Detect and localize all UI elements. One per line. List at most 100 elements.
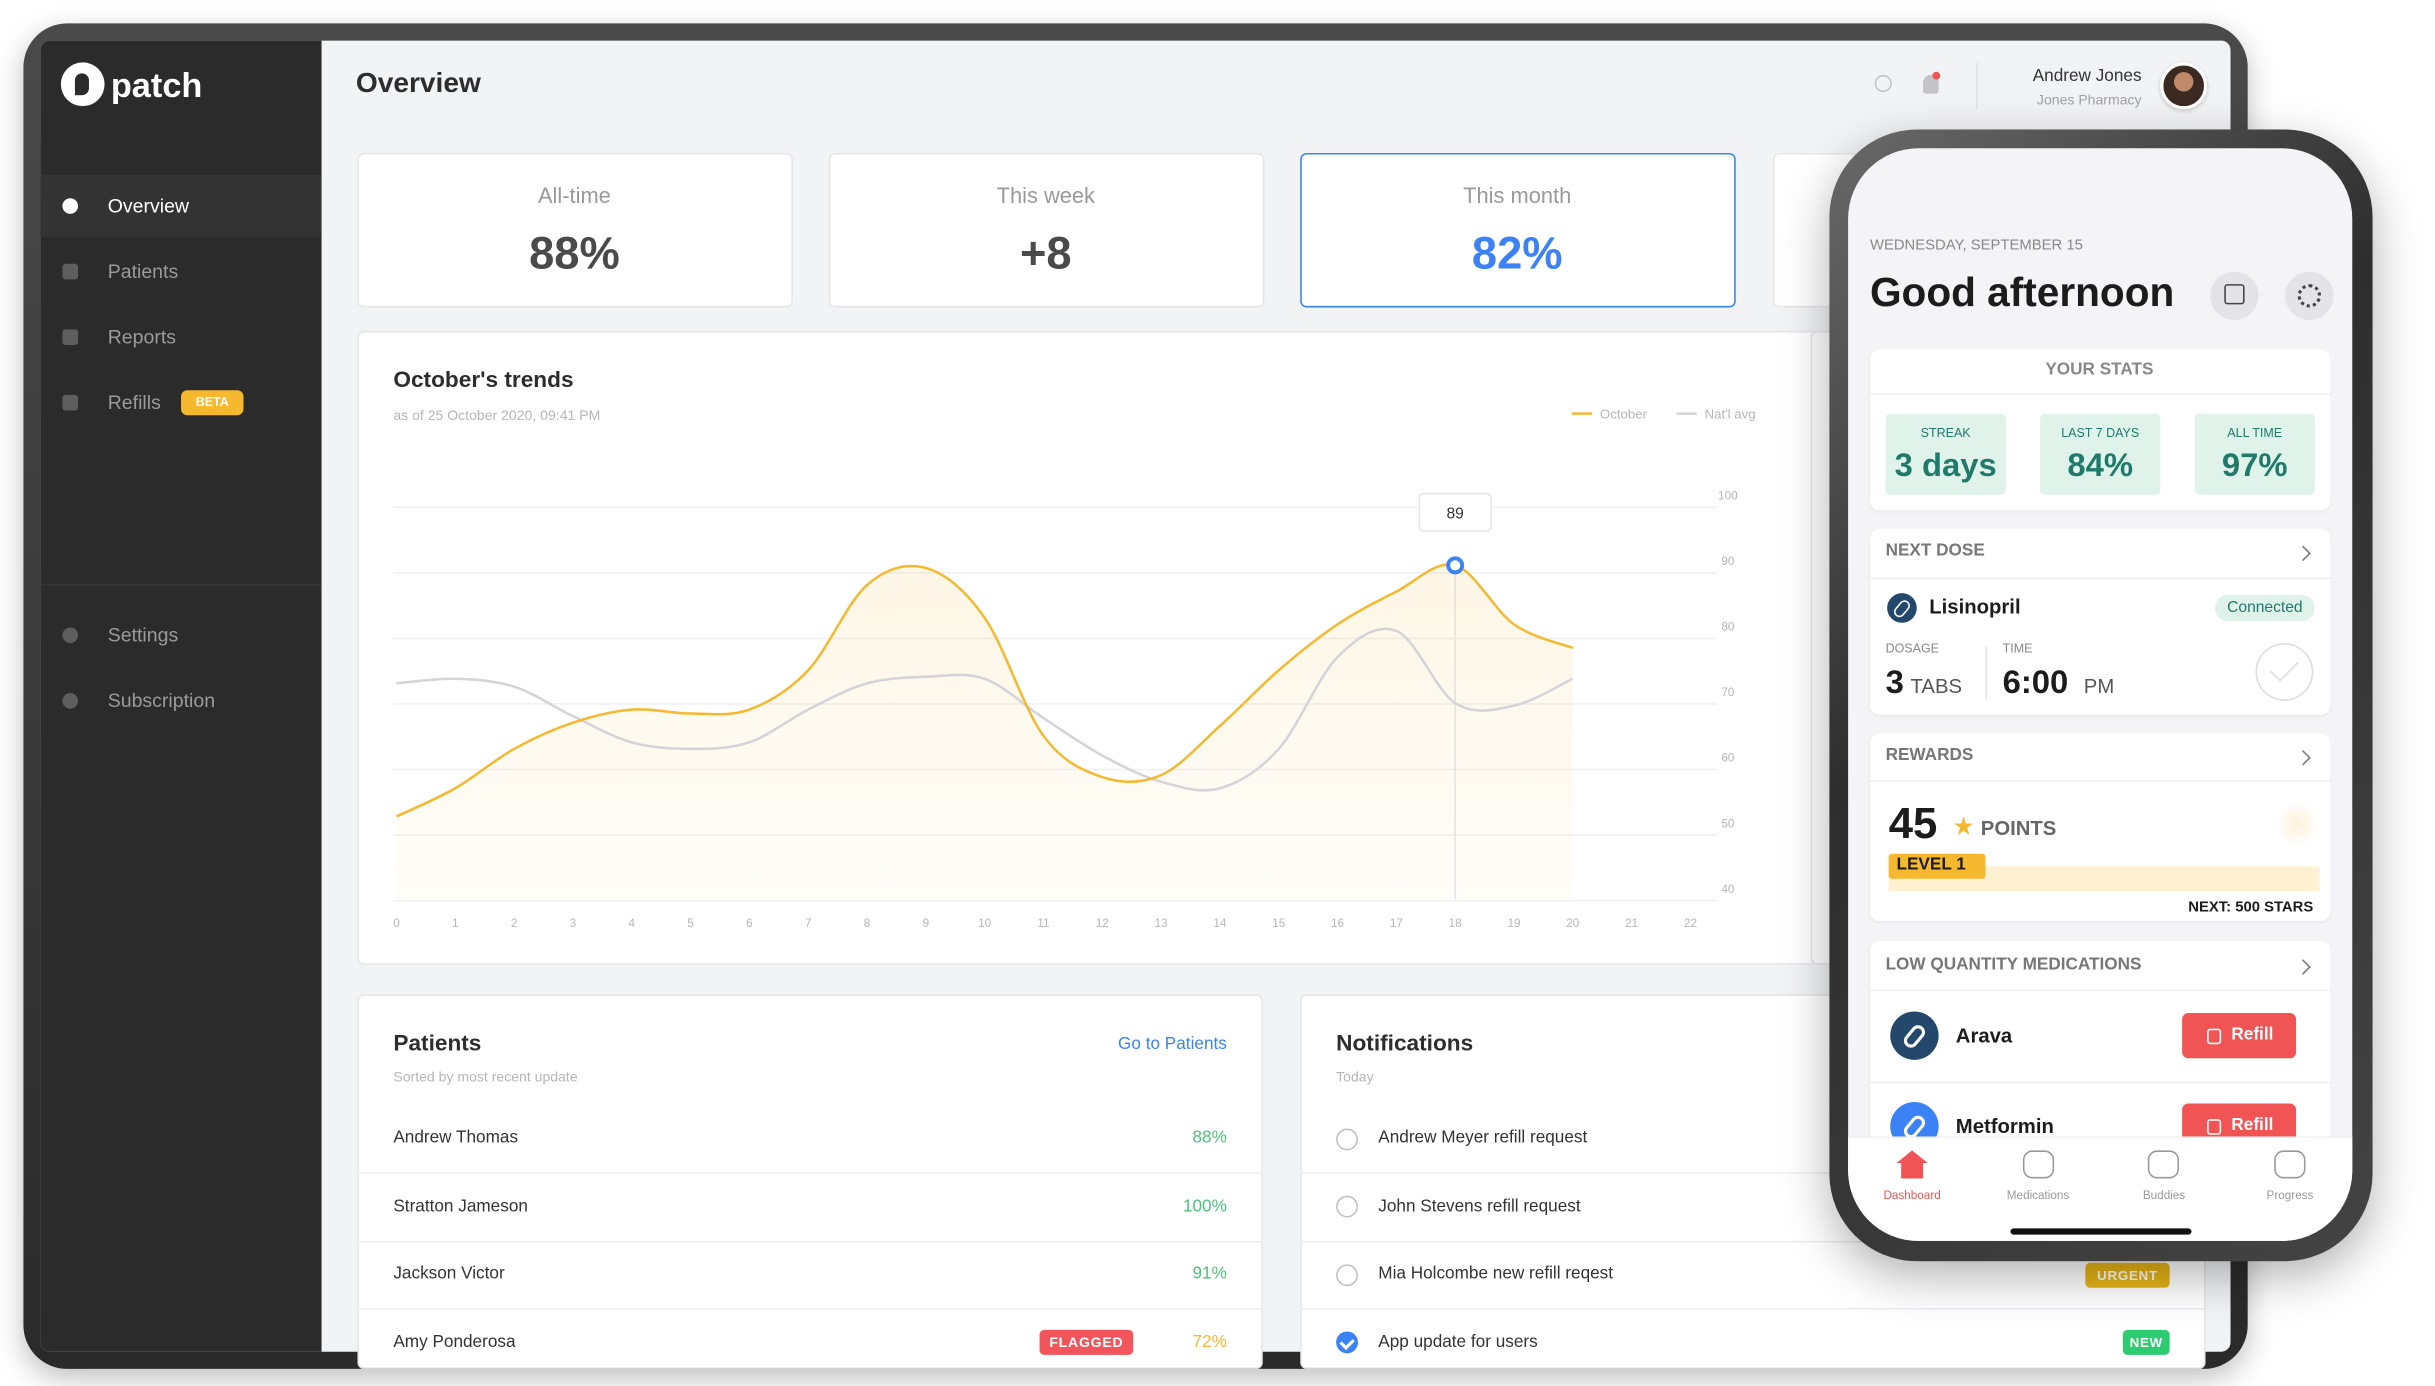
card-divider xyxy=(1869,577,2331,580)
x-tick-label: 7 xyxy=(805,917,812,930)
refill-icon xyxy=(2207,1119,2222,1135)
x-tick-label: 2 xyxy=(511,917,518,930)
tab-icon[interactable] xyxy=(2022,1150,2054,1179)
tab-label[interactable]: Dashboard xyxy=(1883,1187,1941,1202)
rewards-title: REWARDS xyxy=(1885,746,1974,766)
nav-active xyxy=(40,174,322,238)
notification-text[interactable]: John Stevens refill request xyxy=(1378,1196,1581,1216)
refill-button[interactable] xyxy=(2182,1013,2297,1059)
time-value: 6:00 xyxy=(2002,665,2069,702)
stat-value: 82% xyxy=(1471,228,1563,279)
stat-value: +8 xyxy=(1019,228,1072,279)
x-tick-label: 9 xyxy=(923,917,930,930)
notification-text[interactable]: Mia Holcombe new refill reqest xyxy=(1378,1264,1614,1284)
x-tick-label: 8 xyxy=(864,917,871,930)
notification-tag-text: URGENT xyxy=(2097,1266,2158,1283)
trends-title: October's trends xyxy=(393,368,574,394)
x-tick-label: 21 xyxy=(1625,917,1638,930)
tab-label[interactable]: Medications xyxy=(2006,1187,2070,1202)
notification-check[interactable] xyxy=(1336,1264,1358,1286)
x-tick-label: 20 xyxy=(1566,917,1580,930)
notification-check[interactable] xyxy=(1336,1196,1358,1219)
avatar[interactable] xyxy=(2160,62,2208,110)
card-divider xyxy=(1869,1081,2331,1084)
dose-divider xyxy=(1985,646,1988,700)
row-separator xyxy=(1300,1240,2206,1243)
tab-icon[interactable] xyxy=(2148,1150,2180,1179)
beta-badge xyxy=(181,390,244,416)
x-tick-label: 16 xyxy=(1331,917,1344,930)
notification-check[interactable] xyxy=(1336,1128,1358,1151)
x-tick-label: 6 xyxy=(746,917,753,930)
calendar-button[interactable] xyxy=(2210,271,2259,320)
patients-link[interactable]: Go to Patients xyxy=(1118,1035,1227,1055)
phone-date: WEDNESDAY, SEPTEMBER 15 xyxy=(1869,237,2083,255)
refill-icon xyxy=(2207,1028,2222,1045)
level-label: LEVEL 1 xyxy=(1896,855,1966,875)
line xyxy=(395,563,1574,818)
x-tick-label: 17 xyxy=(1390,917,1403,930)
notification-check[interactable] xyxy=(1336,1331,1358,1354)
y-tick-label: 100 xyxy=(1718,489,1738,502)
bell-icon[interactable] xyxy=(1923,74,1939,94)
patient-score: 91% xyxy=(1192,1264,1227,1284)
nav-icon xyxy=(62,693,79,709)
x-tick-label: 14 xyxy=(1213,917,1227,930)
flag-badge xyxy=(1039,1330,1134,1356)
notifications-title: Notifications xyxy=(1336,1032,1474,1058)
tab-bar xyxy=(1848,1136,2353,1241)
beta-badge-text: BETA xyxy=(195,395,229,410)
nav-icon xyxy=(62,394,79,411)
search-icon[interactable] xyxy=(1874,74,1892,93)
y-tick-label: 70 xyxy=(1721,686,1734,699)
patients-subtitle: Sorted by most recent update xyxy=(393,1068,578,1085)
page-title: Overview xyxy=(355,67,481,99)
x-tick-label: 19 xyxy=(1507,917,1520,930)
notification-text[interactable]: Andrew Meyer refill request xyxy=(1378,1129,1588,1148)
tooltip-box xyxy=(1418,492,1492,532)
patients-title: Patients xyxy=(393,1032,482,1058)
connected-badge xyxy=(2214,594,2315,622)
x-tick-label: 18 xyxy=(1449,917,1462,930)
stats-title: YOUR STATS xyxy=(2045,361,2154,380)
tab-label[interactable]: Progress xyxy=(2266,1187,2314,1202)
patient-name[interactable]: Stratton Jameson xyxy=(393,1196,528,1216)
refill-text[interactable]: Refill xyxy=(2231,1026,2274,1045)
nav-item[interactable]: Subscription xyxy=(107,689,216,711)
settings-icon xyxy=(2297,284,2322,308)
notifications-subtitle: Today xyxy=(1336,1068,1374,1085)
stat-tile xyxy=(1885,413,2006,495)
tab-icon[interactable] xyxy=(2274,1150,2306,1179)
card-divider xyxy=(1869,989,2331,992)
tab-label[interactable]: Buddies xyxy=(2142,1187,2186,1202)
patient-name[interactable]: Jackson Victor xyxy=(393,1264,505,1284)
patient-name[interactable]: Andrew Thomas xyxy=(393,1129,519,1148)
refill-text[interactable]: Refill xyxy=(2231,1116,2274,1136)
point xyxy=(1446,556,1465,575)
notification-text[interactable]: App update for users xyxy=(1378,1332,1538,1352)
x-tick-label: 10 xyxy=(978,917,992,930)
nav-item[interactable]: Settings xyxy=(107,623,179,646)
bell-dot xyxy=(1932,71,1941,80)
stat-label: This month xyxy=(1463,181,1572,207)
sparkle xyxy=(2275,800,2320,848)
x-tick-label: 0 xyxy=(393,917,400,930)
x-tick-label: 22 xyxy=(1684,917,1697,930)
stat-tile xyxy=(2194,413,2315,495)
stat-label: This week xyxy=(996,181,1095,207)
y-tick-label: 60 xyxy=(1721,752,1734,765)
x-tick-label: 11 xyxy=(1037,917,1049,930)
nav-item[interactable]: Overview xyxy=(107,194,190,217)
nav-item[interactable]: Reports xyxy=(107,325,177,348)
y-tick-label: 50 xyxy=(1721,817,1734,830)
nav-item[interactable]: Refills xyxy=(107,391,161,413)
nav-item[interactable]: Patients xyxy=(107,259,179,282)
patient-name[interactable]: Amy Ponderosa xyxy=(393,1332,516,1352)
row-separator xyxy=(1300,1172,2206,1175)
legend-label: October xyxy=(1600,406,1648,421)
taken-check[interactable] xyxy=(2255,643,2314,701)
line xyxy=(396,627,1574,792)
brand-name: patch xyxy=(110,65,203,105)
medication-name: Lisinopril xyxy=(1929,594,2021,619)
